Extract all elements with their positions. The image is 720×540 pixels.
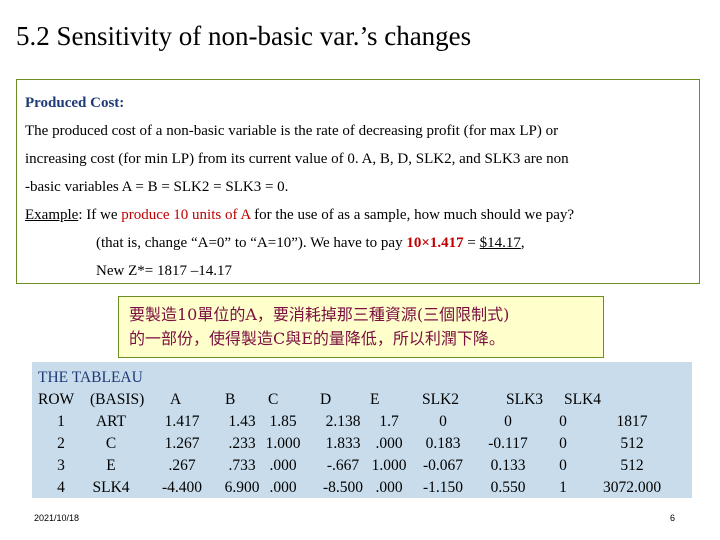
calc-text: 10×1.417: [406, 235, 464, 251]
tableau-cell: 0.183: [425, 435, 461, 452]
tableau-table: THE TABLEAU ROW (BASIS) A B C D E SLK2 SLK3 SLK4 1…: [32, 362, 692, 498]
tableau-cell: 0: [559, 457, 567, 474]
tableau-cell: 6.900: [224, 479, 260, 496]
chinese-note-line-2: 的一部份，使得製造C與E的量降低，所以利潤下降。: [129, 329, 505, 348]
tableau-cell: 1.7: [379, 413, 399, 430]
tableau-cell: .233: [228, 435, 256, 452]
tableau-cell: -4.400: [161, 479, 203, 496]
tableau-cell: 0: [559, 435, 567, 452]
tableau-cell: 1817: [616, 413, 648, 430]
tableau-cell: 1.417: [164, 413, 200, 430]
example-label: Example: [25, 207, 79, 223]
tableau-cell: 3072.000: [602, 479, 662, 496]
tableau-cell: 0.133: [490, 457, 526, 474]
tableau-cell: .000: [375, 479, 403, 496]
amount-text: $14.17: [479, 235, 521, 251]
tableau-cell: 1: [57, 413, 65, 430]
example-red-text: produce 10 units of A: [121, 207, 251, 223]
example-rest: for the use of as a sample, how much sho…: [250, 207, 575, 223]
tableau-cell: 1.85: [269, 413, 297, 430]
tableau-header-cell: ROW: [38, 391, 75, 408]
tableau-cell: -0.117: [488, 435, 528, 452]
tableau-header-cell: SLK3: [506, 391, 544, 408]
tableau-cell: 0: [439, 413, 447, 430]
tableau-cell: .000: [269, 457, 297, 474]
tableau-cell: .000: [269, 479, 297, 496]
tableau-header-cell: C: [268, 391, 279, 408]
tableau-cell: 512: [620, 457, 644, 474]
chinese-note-line-1: 要製造10單位的A，要消耗掉那三種資源(三個限制式): [129, 305, 510, 324]
tableau-cell: 1.43: [228, 413, 256, 430]
tableau-cell: 1.000: [371, 457, 407, 474]
tableau-cell: 0.550: [490, 479, 526, 496]
tableau-header-cell: E: [370, 391, 380, 408]
tableau-cell: 2: [57, 435, 65, 452]
tableau-title: THE TABLEAU: [38, 369, 143, 386]
tableau-header-cell: SLK2: [422, 391, 460, 408]
new-z-line: New Z*= 1817 –14.17: [96, 263, 232, 279]
tableau-cell: .733: [228, 457, 256, 474]
tableau-cell: -1.150: [422, 479, 464, 496]
produced-cost-box: Produced Cost: The produced cost of a no…: [16, 79, 700, 284]
slide-title: 5.2 Sensitivity of non-basic var.’s chan…: [16, 21, 472, 51]
tableau-cell: C: [105, 435, 117, 452]
tableau-cell: 3: [57, 457, 65, 474]
tableau-cell: ART: [95, 413, 127, 430]
tableau-cell: SLK4: [92, 479, 130, 496]
tableau-cell: 2.138: [325, 413, 361, 430]
tableau-cell: .267: [168, 457, 196, 474]
tableau-cell: .000: [375, 435, 403, 452]
explanation-text: (that is, change “A=0” to “A=10”). We ha…: [96, 235, 407, 251]
tableau-cell: 1: [559, 479, 567, 496]
chinese-note: 要製造10單位的A，要消耗掉那三種資源(三個限制式) 的一部份，使得製造C與E的…: [118, 296, 604, 358]
definition-line-1: The produced cost of a non-basic variabl…: [25, 123, 559, 139]
tableau-cell: 512: [620, 435, 644, 452]
tableau-header-cell: A: [170, 391, 182, 408]
tableau-cell: 1.267: [164, 435, 200, 452]
tableau-cell: -.667: [326, 457, 360, 474]
tableau-header-cell: B: [225, 391, 236, 408]
example-colon: : If we: [78, 207, 122, 223]
tableau-cell: 4: [57, 479, 65, 496]
footer-date: 2021/10/18: [34, 513, 80, 523]
tableau-cell: 1.000: [265, 435, 301, 452]
definition-line-3: -basic variables A = B = SLK2 = SLK3 = 0…: [25, 179, 289, 195]
tableau-cell: 0: [504, 413, 512, 430]
page-number: 6: [670, 513, 676, 523]
tableau-header-cell: (BASIS): [90, 391, 145, 408]
tableau-cell: E: [106, 457, 116, 474]
tableau-cell: 1.833: [325, 435, 361, 452]
tableau-header-cell: D: [320, 391, 332, 408]
tableau-header-cell: SLK4: [564, 391, 602, 408]
tableau-cell: -8.500: [322, 479, 364, 496]
calc-eq: =: [463, 235, 480, 251]
example-explanation-line: (that is, change “A=0” to “A=10”). We ha…: [96, 233, 525, 253]
box-heading: Produced Cost:: [25, 95, 125, 111]
example-line: Example: If we produce 10 units of A for…: [25, 205, 574, 225]
tableau-cell: 0: [559, 413, 567, 430]
definition-line-2: increasing cost (for min LP) from its cu…: [25, 151, 569, 167]
amount-end: ,: [520, 235, 525, 251]
tableau-cell: -0.067: [422, 457, 464, 474]
